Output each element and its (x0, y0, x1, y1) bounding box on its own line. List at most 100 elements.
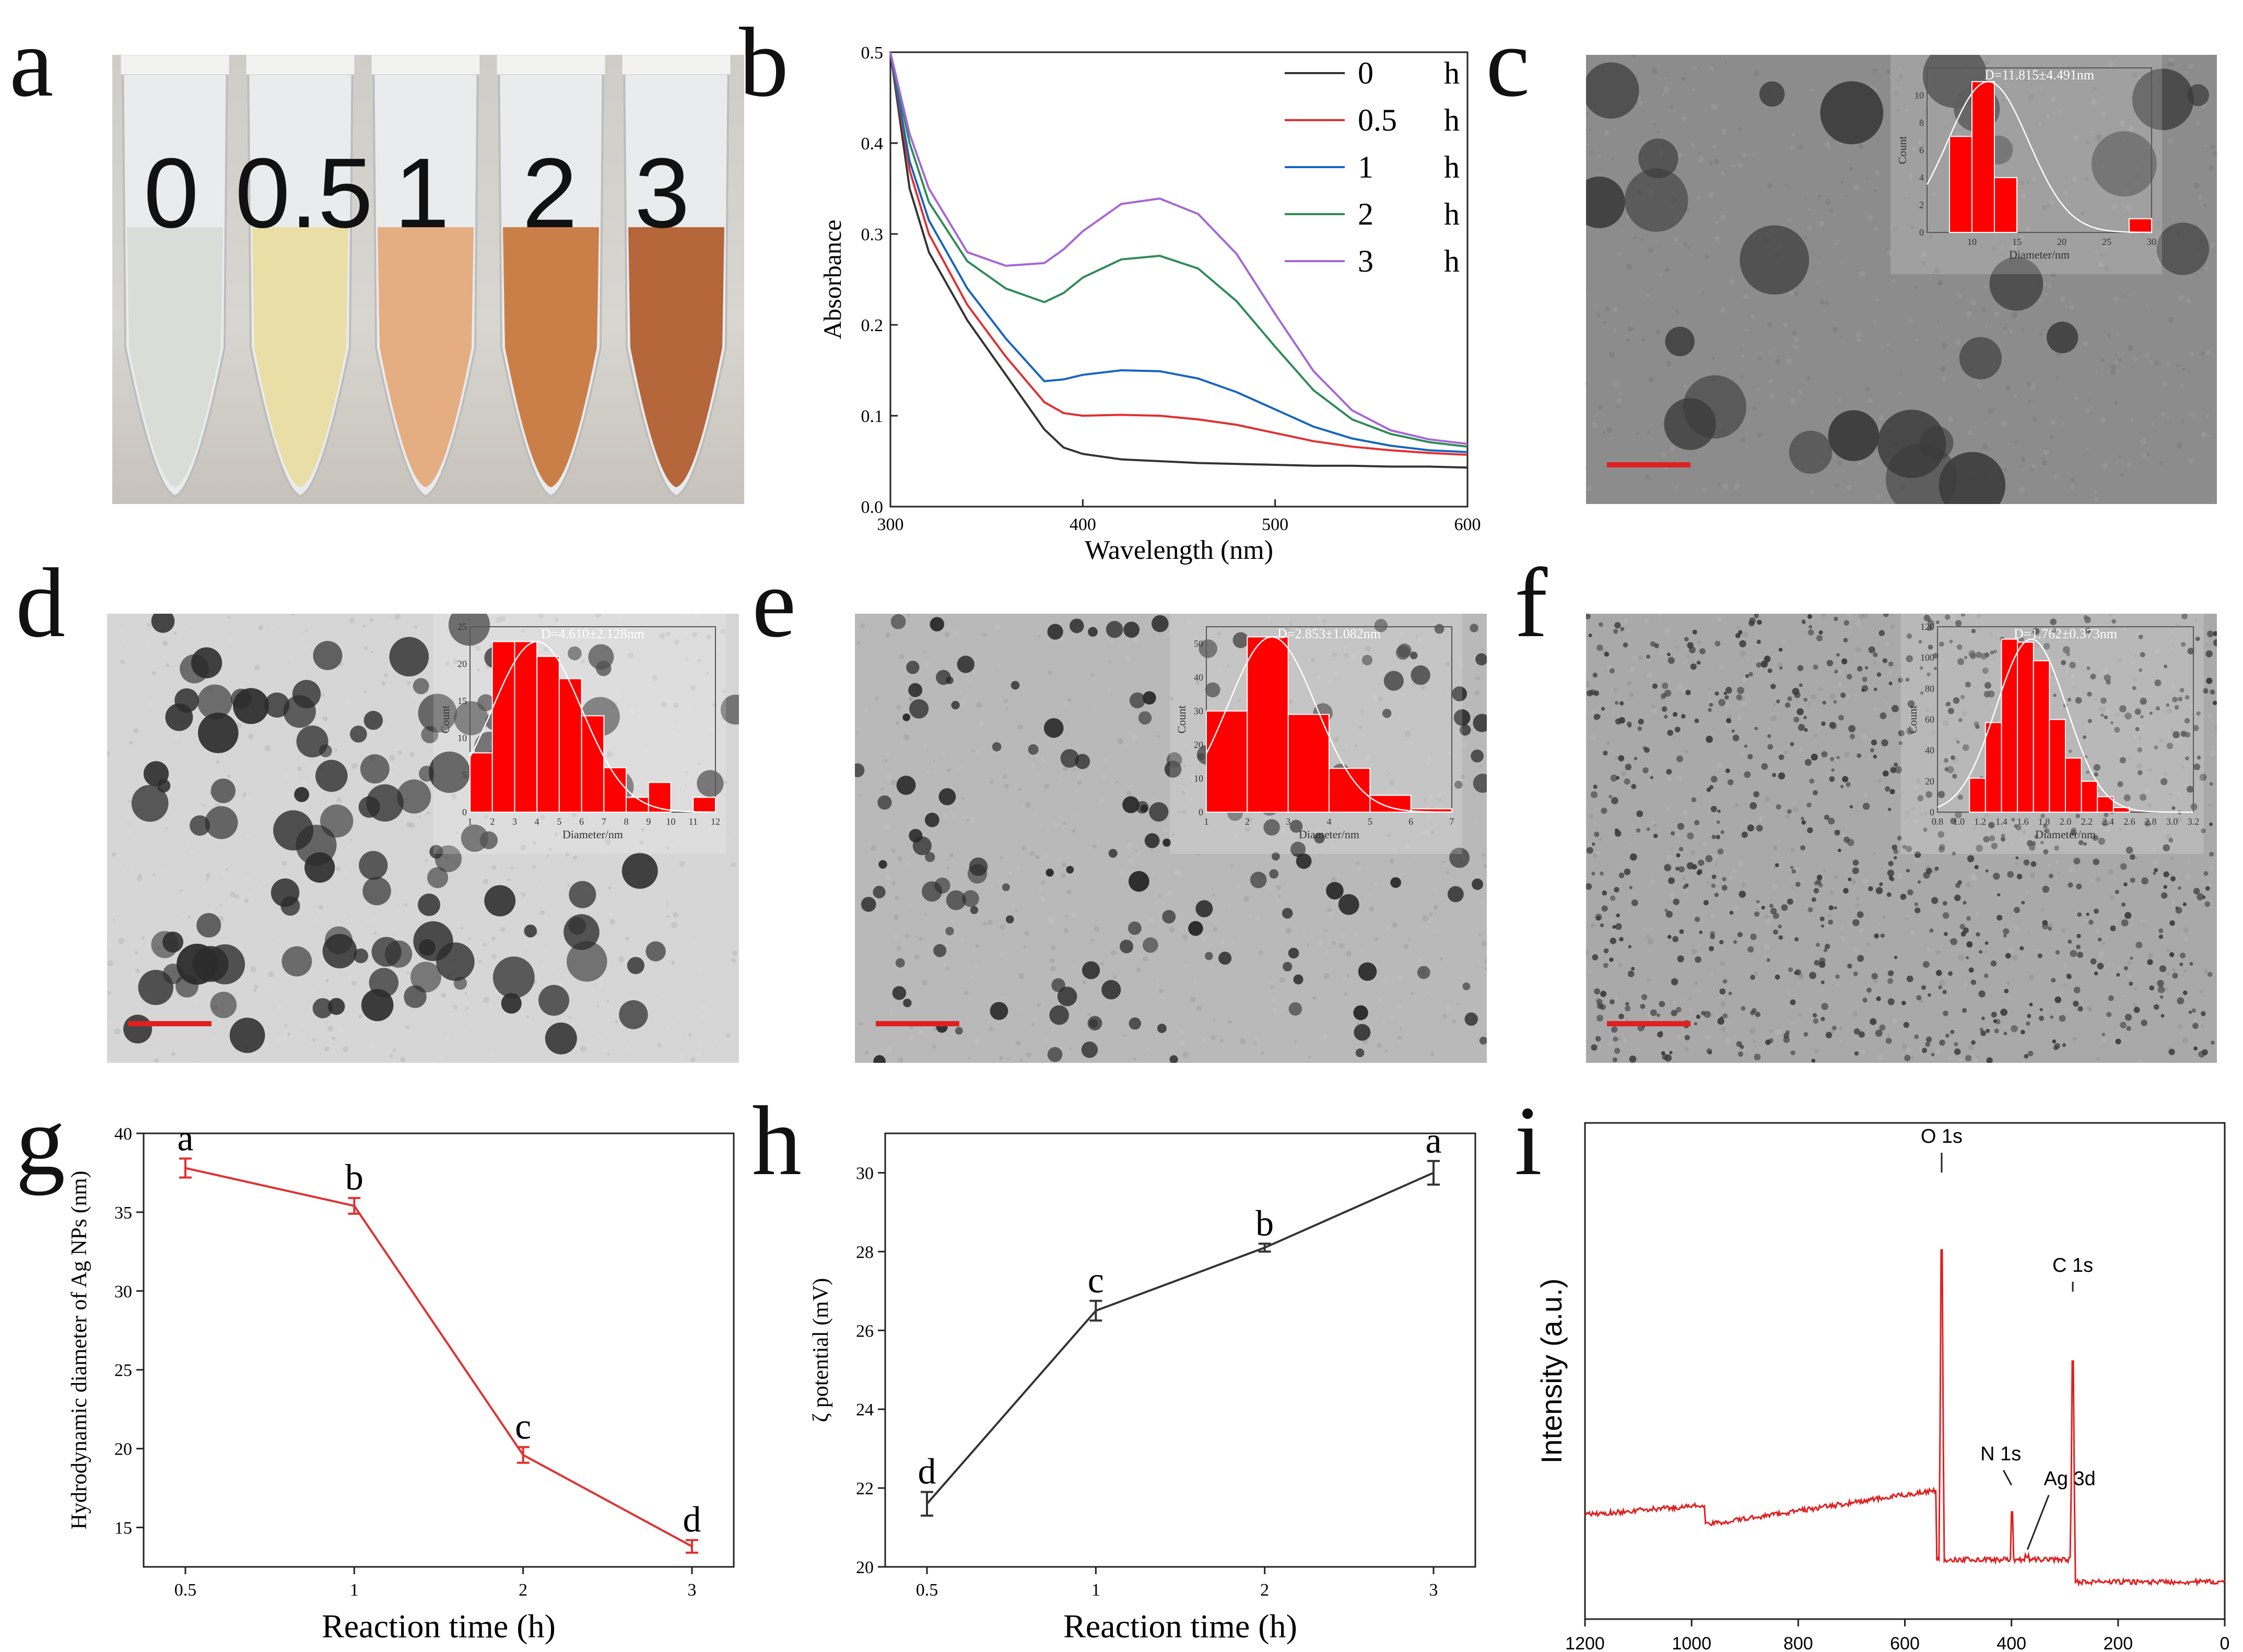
tube-cap (371, 55, 480, 75)
noise-dot (2206, 414, 2209, 417)
noise-dot (1786, 358, 1792, 365)
noise-dot (699, 1013, 706, 1020)
noise-dot (1606, 741, 1610, 745)
nanoparticle (1938, 846, 1945, 853)
noise-dot (1608, 950, 1613, 955)
nanoparticle (1749, 1010, 1755, 1016)
nanoparticle (1722, 1013, 1728, 1019)
noise-dot (1832, 326, 1838, 332)
noise-dot (2185, 71, 2188, 74)
noise-dot (2134, 654, 2137, 657)
noise-dot (643, 748, 648, 753)
noise-dot (1910, 225, 1915, 230)
x-tick-label: 800 (1783, 1634, 1813, 1652)
noise-dot (978, 720, 985, 726)
nanoparticle (1123, 622, 1140, 638)
nanoparticle (2011, 1025, 2018, 1033)
nanoparticle (1692, 629, 1697, 635)
noise-dot (1623, 618, 1628, 624)
noise-dot (1004, 783, 1009, 789)
inset-y-tick-label: 20 (1925, 776, 1934, 787)
nanoparticle (1783, 1033, 1790, 1039)
nanoparticle (404, 985, 427, 1009)
noise-dot (1669, 699, 1672, 702)
noise-dot (885, 632, 890, 638)
noise-dot (589, 666, 593, 670)
noise-dot (2033, 405, 2036, 407)
noise-dot (2188, 63, 2194, 69)
noise-dot (722, 780, 727, 785)
nanoparticle (1894, 856, 1897, 860)
noise-dot (1997, 897, 2000, 899)
noise-dot (2055, 860, 2058, 863)
nanoparticle (1952, 774, 1957, 779)
noise-dot (864, 1050, 868, 1055)
noise-dot (491, 865, 497, 870)
noise-dot (908, 696, 914, 701)
nanoparticle (2013, 907, 2021, 913)
noise-dot (1617, 1037, 1621, 1041)
nanoparticle (1749, 802, 1757, 810)
nanoparticle (1917, 880, 1921, 884)
noise-dot (2101, 1037, 2107, 1043)
noise-dot (1970, 299, 1977, 306)
noise-dot (919, 936, 923, 941)
noise-dot (426, 864, 430, 869)
noise-dot (2171, 968, 2176, 973)
nanoparticle (2003, 934, 2007, 938)
noise-dot (483, 878, 489, 885)
nanoparticle (363, 710, 383, 730)
noise-dot (1977, 627, 1980, 630)
nanoparticle (1614, 1048, 1620, 1054)
noise-dot (1404, 731, 1411, 737)
y-axis-label: Absorbance (819, 219, 847, 339)
noise-dot (1772, 703, 1776, 707)
nanoparticle (1289, 819, 1303, 833)
noise-dot (2121, 660, 2124, 663)
noise-dot (734, 830, 738, 835)
nanoparticle (627, 957, 644, 975)
nanoparticle (1199, 639, 1217, 658)
noise-dot (409, 752, 415, 757)
x-axis-label: Reaction time (h) (322, 1608, 556, 1645)
noise-dot (731, 958, 736, 963)
noise-dot (1246, 816, 1252, 823)
nanoparticle (2125, 846, 2133, 854)
noise-dot (1308, 1056, 1311, 1058)
noise-dot (2050, 419, 2056, 425)
nanoparticle (453, 976, 467, 990)
nanoparticle (1644, 747, 1650, 753)
nanoparticle (1980, 1030, 1986, 1036)
noise-dot (1977, 382, 1983, 389)
nanoparticle (2108, 995, 2114, 1001)
nanoparticle (2000, 1009, 2008, 1016)
noise-dot (571, 812, 577, 817)
noise-dot (2201, 268, 2204, 272)
nanoparticle (2003, 928, 2010, 935)
noise-dot (1064, 928, 1069, 933)
nanoparticle (1875, 1029, 1883, 1037)
nanoparticle (413, 678, 429, 695)
nanoparticle (1770, 684, 1776, 689)
noise-dot (288, 654, 294, 660)
histogram-bar (626, 796, 649, 813)
noise-dot (1130, 936, 1133, 939)
noise-dot (1433, 888, 1437, 892)
noise-dot (2039, 333, 2043, 336)
tube-liquid (378, 227, 474, 487)
nanoparticle (1694, 718, 1699, 723)
noise-dot (2093, 496, 2098, 501)
nanoparticle (1947, 708, 1954, 714)
noise-dot (1722, 483, 1728, 489)
nanoparticle (1721, 885, 1728, 891)
noise-dot (121, 628, 125, 633)
inset-x-tick-label: 25 (2102, 237, 2111, 247)
noise-dot (2176, 442, 2183, 449)
nanoparticle (2053, 694, 2057, 697)
nanoparticle (2054, 845, 2060, 851)
nanoparticle (2149, 985, 2155, 991)
noise-dot (1948, 417, 1953, 422)
nanoparticle (1288, 1002, 1302, 1016)
nanoparticle (1747, 754, 1753, 759)
nanoparticle (1862, 676, 1868, 682)
